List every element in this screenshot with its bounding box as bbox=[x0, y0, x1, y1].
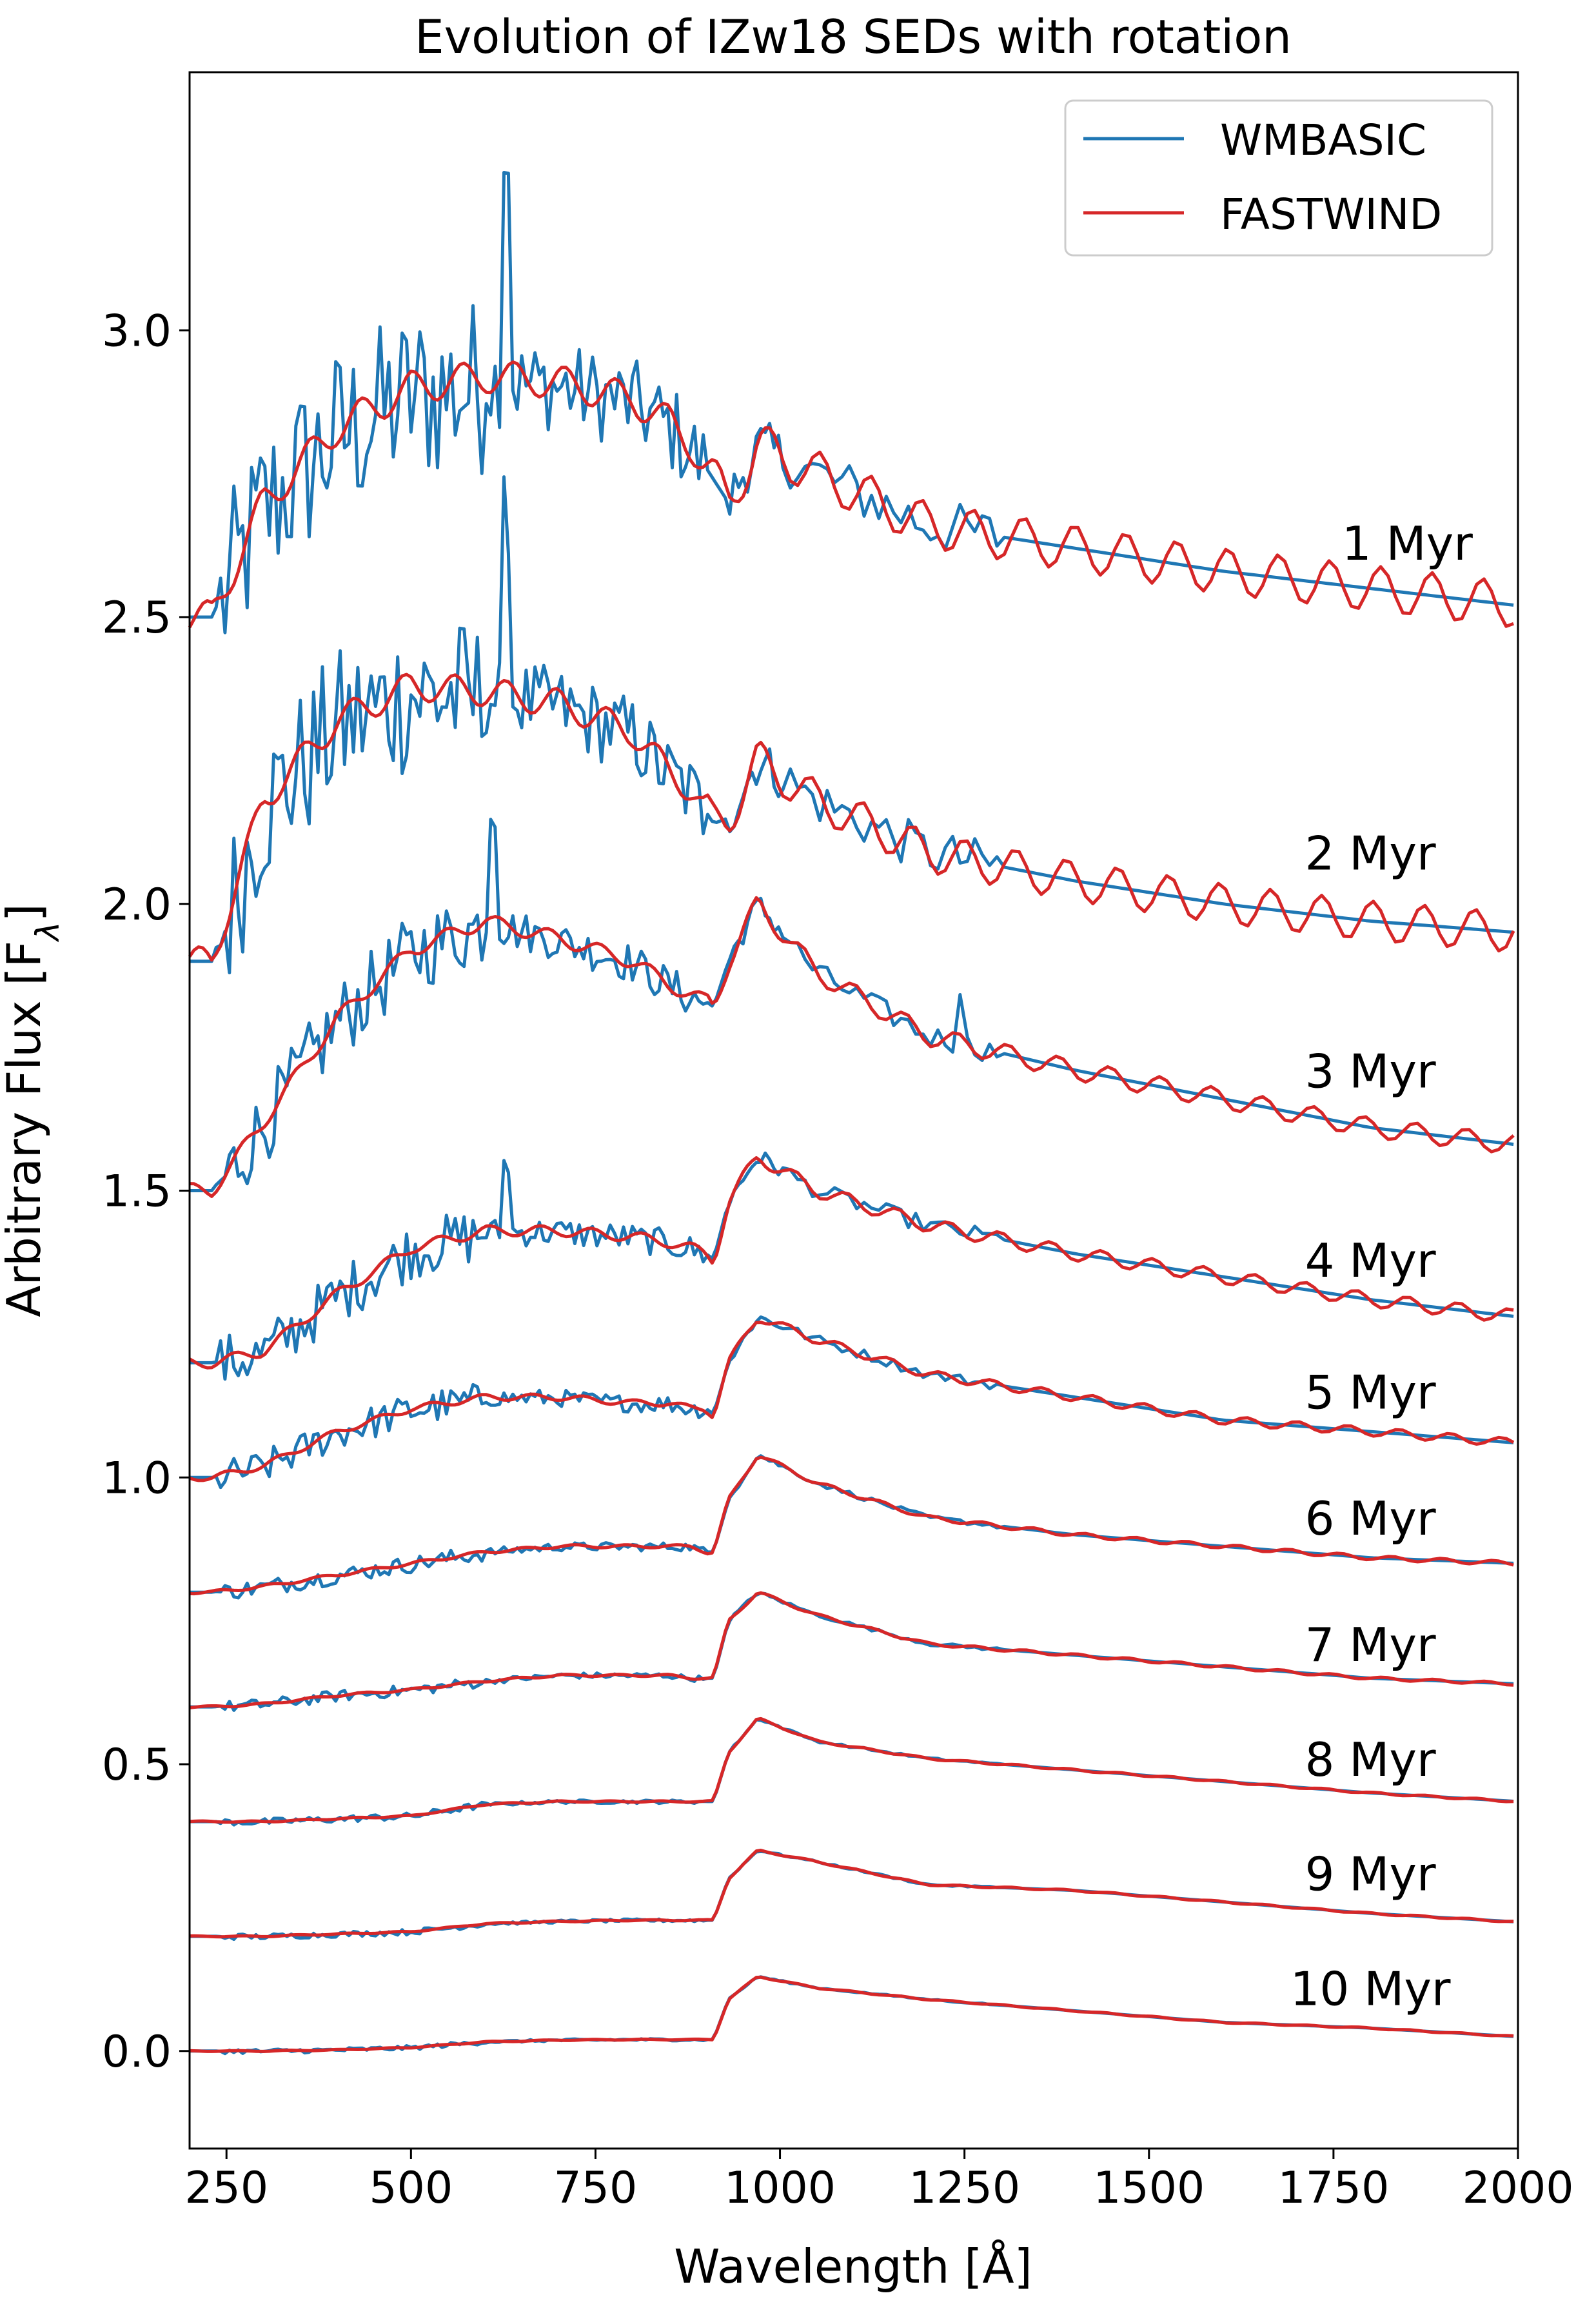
y-axis-label-close: ] bbox=[0, 903, 51, 921]
y-tick-label: 2.5 bbox=[102, 593, 172, 644]
age-label: 1 Myr bbox=[1342, 516, 1473, 571]
series-wmbasic-line bbox=[190, 1151, 1514, 1381]
y-tick-label: 0.0 bbox=[102, 2027, 172, 2078]
y-tick-label: 3.0 bbox=[102, 306, 172, 357]
age-label: 2 Myr bbox=[1305, 826, 1436, 880]
y-axis-label: Arbitrary Flux [Fλ] bbox=[0, 903, 66, 1317]
x-tick-label: 1000 bbox=[724, 2163, 836, 2214]
age-label: 9 Myr bbox=[1305, 1847, 1436, 1902]
age-label: 7 Myr bbox=[1305, 1618, 1436, 1672]
age-label: 6 Myr bbox=[1305, 1491, 1436, 1546]
series-fastwind-line bbox=[188, 673, 1515, 962]
series-fastwind-line bbox=[189, 1717, 1514, 1824]
age-label-layer: 1 Myr 2 Myr 3 Myr 4 Myr 5 Myr 6 Myr 7 Myr 8 Myr… bbox=[1290, 516, 1473, 2016]
y-tick-label: 1.5 bbox=[102, 1166, 172, 1217]
chart-title: Evolution of IZw18 SEDs with rotation bbox=[415, 10, 1292, 64]
x-tick-label: 1750 bbox=[1277, 2163, 1389, 2214]
y-axis-label-main: Arbitrary Flux [F bbox=[0, 941, 51, 1317]
series-fastwind-line bbox=[189, 1849, 1514, 1939]
plot-frame bbox=[188, 71, 1519, 2150]
series-fastwind-line bbox=[188, 1156, 1514, 1370]
series-fastwind-line bbox=[189, 1591, 1514, 1709]
series-wmbasic-line bbox=[190, 171, 1514, 635]
legend-label-wmbasic: WMBASIC bbox=[1220, 115, 1426, 165]
x-tick-label: 750 bbox=[554, 2163, 638, 2214]
series-fastwind-line bbox=[189, 896, 1515, 1198]
y-tick-label: 1.0 bbox=[102, 1453, 172, 1504]
age-label: 4 Myr bbox=[1305, 1234, 1436, 1288]
age-label: 5 Myr bbox=[1305, 1366, 1436, 1420]
y-tick-label: 2.0 bbox=[102, 880, 172, 930]
series-wmbasic-line bbox=[190, 818, 1514, 1192]
x-tick-label: 500 bbox=[369, 2163, 453, 2214]
age-label: 8 Myr bbox=[1305, 1733, 1436, 1787]
x-tick-label: 250 bbox=[184, 2163, 268, 2214]
y-axis-label-sub: λ bbox=[29, 921, 66, 943]
series-fastwind-line bbox=[188, 360, 1514, 629]
series-fastwind-line bbox=[189, 1975, 1514, 2053]
legend: WMBASIC FASTWIND bbox=[1064, 99, 1493, 257]
axes bbox=[188, 71, 1519, 2150]
x-tick-label: 2000 bbox=[1462, 2163, 1573, 2214]
x-axis-label: Wavelength [Å] bbox=[674, 2239, 1032, 2294]
series-fastwind-line bbox=[189, 1321, 1515, 1482]
x-tick-label: 1250 bbox=[909, 2163, 1020, 2214]
series-wmbasic-line bbox=[190, 475, 1514, 974]
y-tick-label: 0.5 bbox=[102, 1740, 172, 1791]
tick-layer: 250 500 750 1000 1250 1500 1750 2000 0.0 0.5 1.0 1.… bbox=[102, 306, 1574, 2214]
series-fastwind-line bbox=[189, 1455, 1514, 1596]
age-label: 3 Myr bbox=[1305, 1044, 1436, 1098]
age-label: 10 Myr bbox=[1290, 1962, 1451, 2016]
series-layer bbox=[188, 171, 1515, 2056]
legend-label-fastwind: FASTWIND bbox=[1220, 190, 1442, 239]
x-tick-label: 1500 bbox=[1093, 2163, 1205, 2214]
